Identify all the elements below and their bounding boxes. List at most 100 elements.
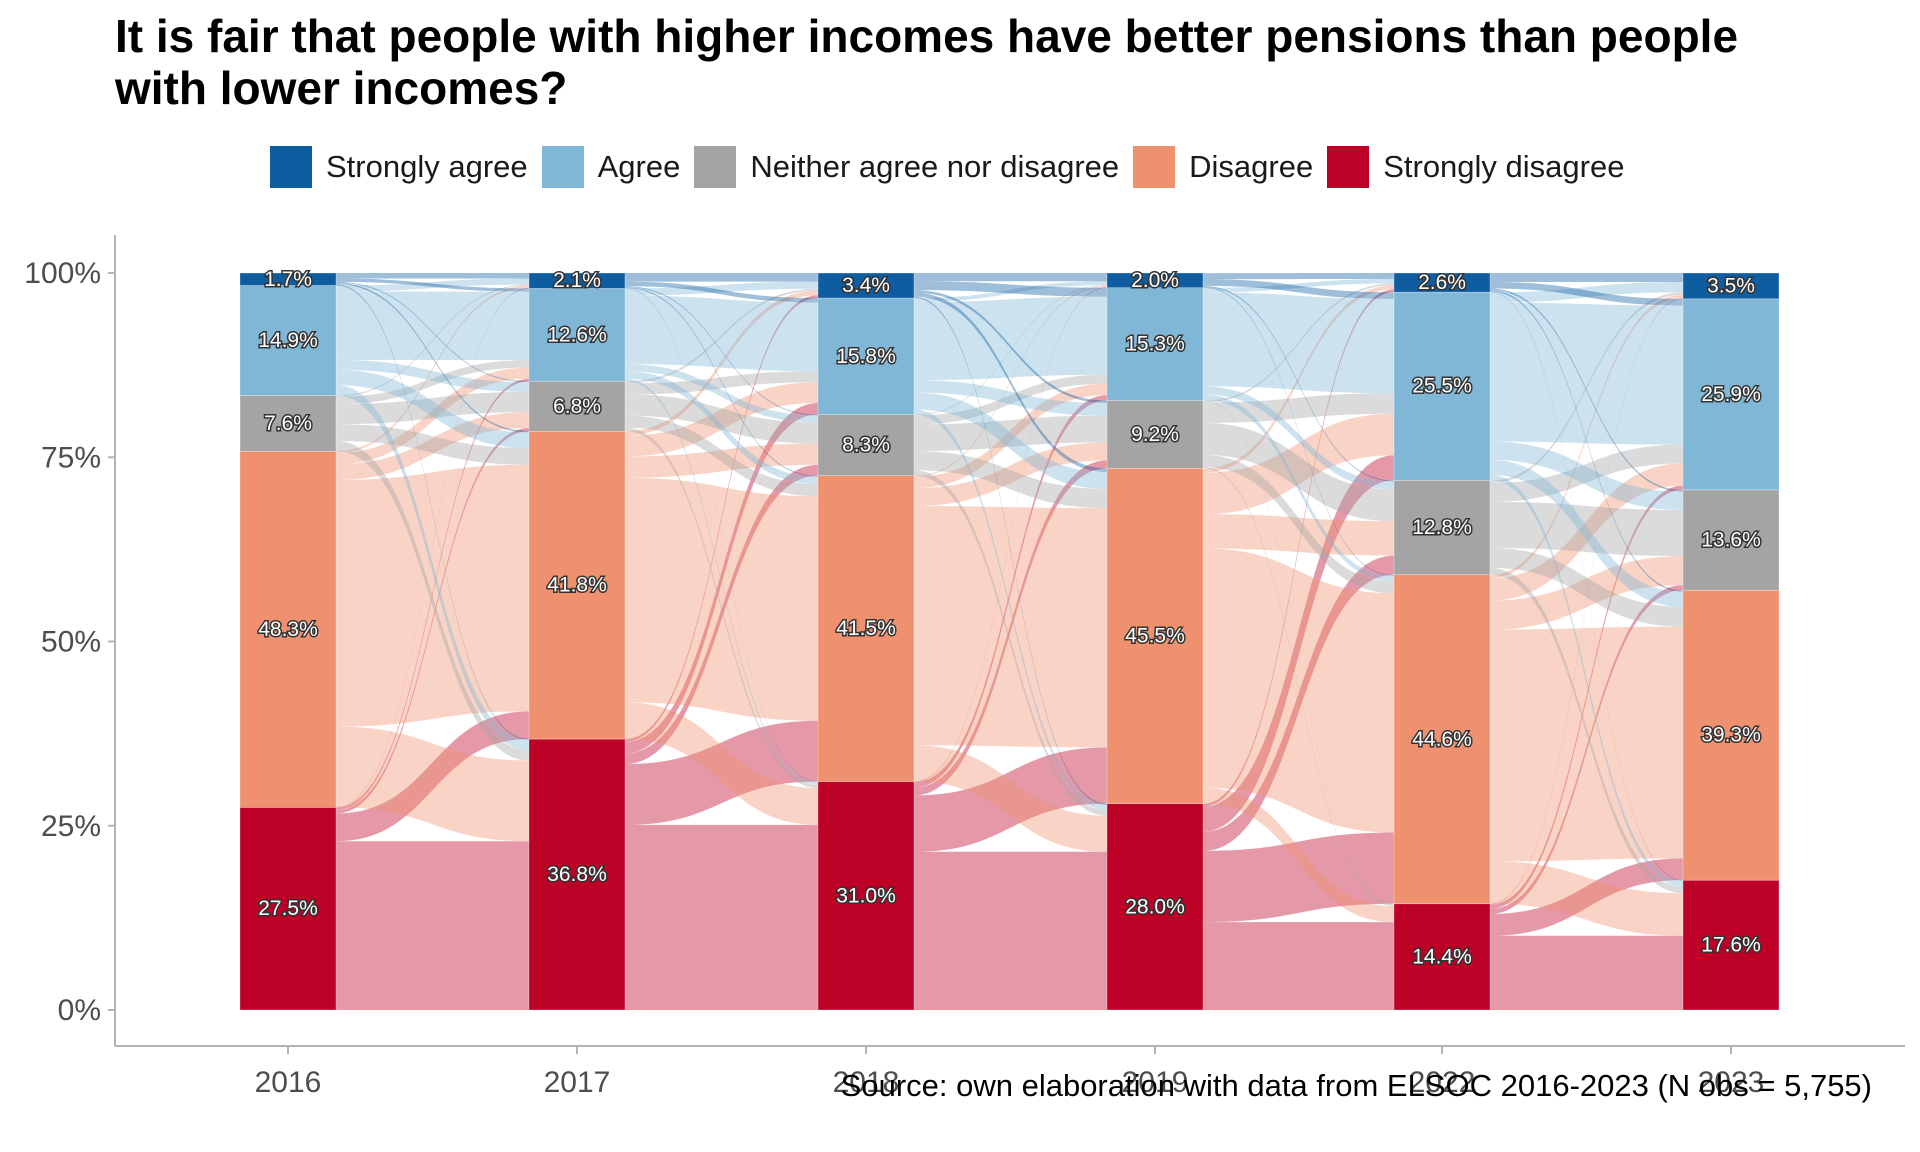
flow-disagree-to-strongly-disagree bbox=[625, 702, 818, 825]
flow-strongly-disagree-to-agree bbox=[336, 378, 529, 811]
data-label: 25.5% bbox=[1412, 375, 1472, 398]
bar-segment-strongly-agree bbox=[239, 272, 337, 286]
bar-segment-strongly-agree bbox=[1393, 272, 1491, 293]
flow-neither-agree-nor-disagree-to-strongly-disagree bbox=[336, 441, 529, 761]
flow-strongly-agree-to-neither-agree-nor-disagree bbox=[1203, 285, 1394, 482]
data-label: 14.4% bbox=[1412, 945, 1472, 968]
flow-neither-agree-nor-disagree-to-disagree bbox=[1203, 454, 1394, 594]
flow-agree-to-strongly-disagree bbox=[1203, 399, 1394, 905]
x-tick-label: 2022 bbox=[1409, 1066, 1476, 1099]
flow-neither-agree-nor-disagree-to-strongly-disagree bbox=[625, 427, 818, 789]
data-label: 27.5% bbox=[258, 897, 318, 920]
bar-segment-strongly-agree bbox=[1682, 272, 1780, 300]
data-label: 9.2% bbox=[1131, 423, 1179, 446]
flow-agree-to-strongly-disagree bbox=[914, 409, 1107, 811]
x-tick-label: 2016 bbox=[255, 1066, 322, 1099]
flow-disagree-to-strongly-agree bbox=[336, 285, 529, 454]
legend-swatch bbox=[1327, 146, 1370, 188]
source-caption: Source: own elaboration with data from E… bbox=[840, 1068, 1872, 1103]
legend-item-disagree: Disagree bbox=[1133, 146, 1313, 188]
flow-strongly-disagree-to-agree bbox=[625, 403, 818, 754]
flow-strongly-agree-to-neither-agree-nor-disagree bbox=[336, 281, 529, 383]
flow-agree-to-strongly-disagree bbox=[1490, 474, 1683, 887]
bar-segment-agree bbox=[1393, 291, 1491, 481]
flow-strongly-agree-to-strongly-agree bbox=[336, 272, 529, 279]
flow-strongly-disagree-to-neither-agree-nor-disagree bbox=[1490, 585, 1683, 914]
flow-strongly-agree-to-strongly-disagree bbox=[914, 296, 1107, 806]
bar-2022: 14.4% 44.6% 12.8% 25.5% 2.6% bbox=[1393, 270, 1491, 1011]
legend-item-strongly-disagree: Strongly disagree bbox=[1327, 146, 1624, 188]
x-tick-label: 2018 bbox=[833, 1066, 900, 1099]
flow-strongly-agree-to-strongly-disagree bbox=[1490, 291, 1683, 881]
flow-neither-agree-nor-disagree-to-neither-agree-nor-disagree bbox=[625, 394, 818, 444]
data-label: 2.1% bbox=[553, 269, 601, 292]
flow-strongly-disagree-to-agree bbox=[914, 395, 1107, 788]
y-tick-label: 0% bbox=[58, 994, 101, 1027]
flow-strongly-agree-to-strongly-agree bbox=[625, 273, 818, 282]
flow-disagree-to-disagree bbox=[1490, 626, 1683, 862]
flow-strongly-disagree-to-disagree bbox=[1203, 832, 1394, 923]
flow-strongly-disagree-to-strongly-disagree bbox=[914, 851, 1107, 1010]
flow-disagree-to-disagree bbox=[914, 506, 1107, 748]
bar-segment-strongly-disagree bbox=[817, 781, 915, 1011]
bar-2023: 17.6% 39.3% 13.6% 25.9% 3.5% bbox=[1682, 272, 1780, 1011]
flow-agree-to-disagree bbox=[336, 369, 529, 448]
chart-title: It is fair that people with higher incom… bbox=[115, 10, 1739, 114]
flow-strongly-agree-to-strongly-disagree bbox=[625, 288, 818, 782]
flow-disagree-to-strongly-disagree bbox=[336, 726, 529, 842]
flows bbox=[336, 272, 1683, 1010]
bar-segment-disagree bbox=[528, 430, 626, 740]
flow-disagree-to-agree bbox=[1490, 463, 1683, 601]
flow-neither-agree-nor-disagree-to-disagree bbox=[336, 424, 529, 465]
flow-disagree-to-agree bbox=[336, 367, 529, 465]
flow-neither-agree-nor-disagree-to-strongly-agree bbox=[914, 285, 1107, 416]
flow-strongly-disagree-to-strongly-agree bbox=[625, 295, 818, 742]
flow-neither-agree-nor-disagree-to-strongly-disagree bbox=[914, 470, 1107, 816]
data-label: 36.8% bbox=[547, 863, 607, 886]
flow-agree-to-strongly-disagree bbox=[625, 378, 818, 785]
flow-agree-to-agree bbox=[914, 296, 1107, 381]
flow-neither-agree-nor-disagree-to-agree bbox=[1490, 444, 1683, 502]
flow-disagree-to-strongly-agree bbox=[625, 290, 818, 436]
flow-strongly-disagree-to-disagree bbox=[1490, 858, 1683, 936]
bar-2017: 36.8% 41.8% 6.8% 12.6% 2.1% bbox=[528, 268, 626, 1011]
bar-segment-agree bbox=[528, 288, 626, 382]
flow-strongly-agree-to-agree bbox=[1490, 281, 1683, 306]
bar-segment-strongly-disagree bbox=[528, 738, 626, 1011]
flow-agree-to-agree bbox=[336, 291, 529, 361]
flow-agree-to-disagree bbox=[1203, 394, 1394, 582]
bar-segment-strongly-agree bbox=[1106, 272, 1204, 289]
data-label: 7.6% bbox=[264, 412, 312, 435]
flow-disagree-to-neither-agree-nor-disagree bbox=[1203, 514, 1394, 556]
x-tick-label: 2017 bbox=[544, 1066, 611, 1099]
bar-segment-disagree bbox=[1106, 468, 1204, 804]
flow-disagree-to-strongly-disagree bbox=[1203, 787, 1394, 923]
flow-neither-agree-nor-disagree-to-strongly-agree bbox=[625, 288, 818, 384]
data-label: 41.5% bbox=[836, 617, 896, 640]
flow-neither-agree-nor-disagree-to-disagree bbox=[625, 415, 818, 497]
flow-disagree-to-neither-agree-nor-disagree bbox=[625, 443, 818, 478]
data-label: 39.3% bbox=[1701, 724, 1761, 747]
bar-segment-neither-agree-nor-disagree bbox=[817, 414, 915, 476]
flow-strongly-agree-to-disagree bbox=[914, 292, 1107, 473]
flow-neither-agree-nor-disagree-to-neither-agree-nor-disagree bbox=[336, 391, 529, 425]
y-tick-label: 50% bbox=[41, 626, 101, 659]
flow-neither-agree-nor-disagree-to-agree bbox=[625, 371, 818, 395]
flow-strongly-agree-to-strongly-agree bbox=[914, 273, 1107, 282]
flow-strongly-agree-to-strongly-disagree bbox=[336, 284, 529, 740]
flow-strongly-agree-to-agree bbox=[914, 281, 1107, 297]
flow-strongly-disagree-to-disagree bbox=[336, 711, 529, 842]
bar-segment-agree bbox=[817, 297, 915, 415]
flow-strongly-disagree-to-disagree bbox=[914, 747, 1107, 852]
data-label: 17.6% bbox=[1701, 934, 1761, 957]
flow-agree-to-disagree bbox=[625, 371, 818, 485]
bar-segment-strongly-disagree bbox=[239, 807, 337, 1011]
flow-strongly-disagree-to-disagree bbox=[625, 720, 818, 825]
bar-segment-strongly-agree bbox=[528, 272, 626, 289]
bar-2018: 31.0% 41.5% 8.3% 15.8% 3.4% bbox=[817, 273, 915, 1011]
bar-segment-neither-agree-nor-disagree bbox=[239, 395, 337, 452]
flow-agree-to-strongly-agree bbox=[1203, 279, 1394, 293]
flow-agree-to-neither-agree-nor-disagree bbox=[914, 380, 1107, 416]
flow-disagree-to-strongly-agree bbox=[1203, 285, 1394, 473]
